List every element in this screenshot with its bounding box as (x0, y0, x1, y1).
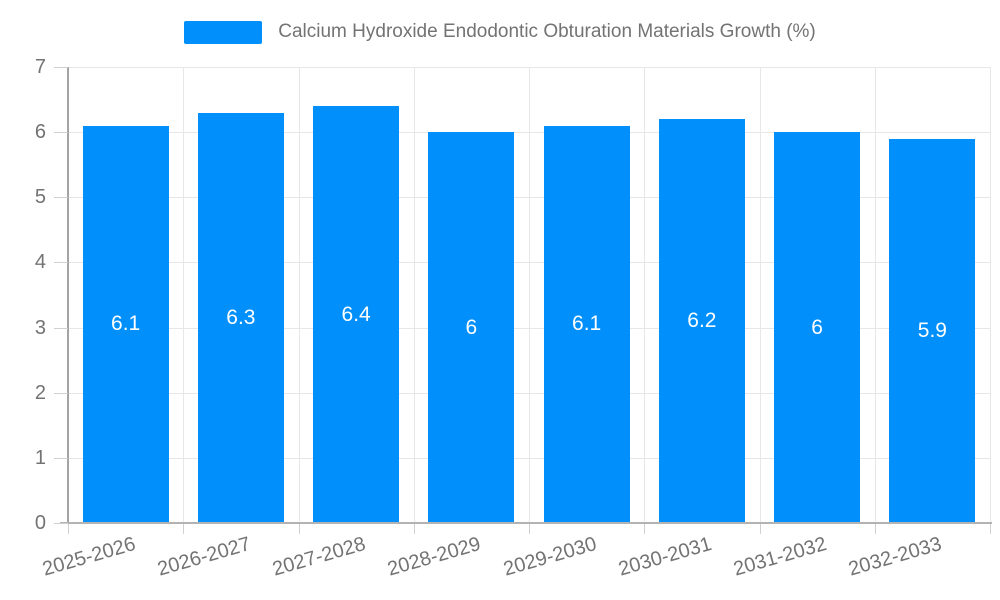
y-axis-tick (54, 523, 68, 524)
y-axis-tick-label: 4 (34, 251, 46, 274)
bar-value-label: 6.3 (226, 305, 256, 329)
gridline-vertical (990, 67, 991, 523)
bar: 6.1 (82, 125, 169, 523)
bar: 6 (428, 132, 515, 523)
gridline-vertical (413, 67, 415, 523)
bar: 6.2 (658, 119, 745, 523)
bar: 6.1 (543, 125, 630, 523)
gridline-vertical (759, 67, 761, 523)
legend-series-label: Calcium Hydroxide Endodontic Obturation … (278, 21, 816, 42)
bar-value-label: 6 (465, 315, 478, 339)
bar: 6.3 (197, 112, 284, 523)
x-axis-tick (298, 524, 300, 534)
y-axis-tick-label: 5 (34, 186, 46, 209)
y-axis-tick (54, 262, 68, 264)
bar-value-label: 6.2 (687, 309, 717, 333)
x-axis-tick (644, 524, 646, 534)
bar-value-label: 6.1 (572, 312, 602, 336)
bar: 6 (774, 132, 861, 523)
x-axis-tick (183, 524, 185, 534)
gridline-vertical (183, 67, 185, 523)
legend-swatch-icon (184, 20, 263, 44)
y-axis-line (67, 67, 69, 523)
y-axis-tick-label: 0 (34, 512, 46, 534)
x-axis-tick (990, 524, 991, 534)
bar: 6.4 (313, 106, 400, 523)
y-axis-tick-label: 6 (34, 121, 46, 144)
bar-value-label: 6.4 (341, 302, 371, 326)
x-axis-tick (68, 524, 69, 534)
chart-legend[interactable]: Calcium Hydroxide Endodontic Obturation … (0, 17, 1000, 47)
y-axis-tick-label: 2 (34, 381, 46, 404)
x-axis-tick (759, 524, 761, 534)
x-axis-line (60, 522, 992, 524)
x-axis-tick (529, 524, 530, 534)
y-axis-tick (54, 132, 68, 134)
x-axis-tick (874, 524, 876, 534)
bar-value-label: 6.1 (111, 312, 141, 336)
bar-value-label: 6 (811, 315, 823, 339)
gridline-vertical (529, 67, 530, 523)
gridline-vertical (874, 67, 876, 523)
bar-value-label: 5.9 (917, 318, 947, 342)
bar: 5.9 (889, 138, 976, 523)
x-axis-tick (413, 524, 415, 534)
y-axis-tick (54, 392, 68, 394)
y-axis-tick (54, 327, 68, 329)
y-axis-tick (54, 67, 68, 68)
y-axis-tick-label: 3 (34, 316, 46, 339)
y-axis-tick (54, 197, 68, 199)
gridline-vertical (298, 67, 300, 523)
y-axis-tick (54, 457, 68, 459)
y-axis-tick-label: 7 (34, 56, 46, 78)
y-axis-tick-label: 1 (34, 446, 46, 469)
gridline-vertical (644, 67, 646, 523)
